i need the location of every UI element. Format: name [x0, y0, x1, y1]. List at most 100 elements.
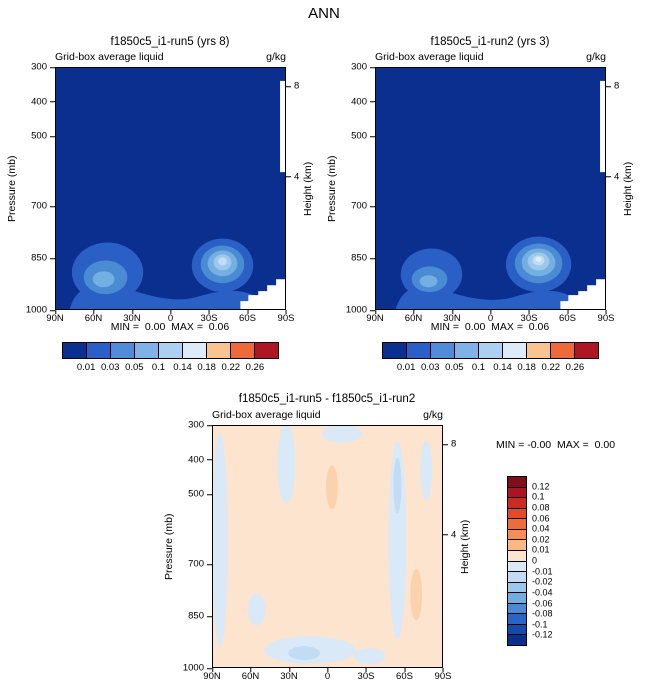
- axis-tick-label: 30S: [357, 668, 375, 682]
- axis-tick-label: 850: [31, 252, 55, 264]
- axis-tick-label: 90S: [434, 668, 452, 682]
- axis-tick-label: 30S: [520, 310, 538, 324]
- pressure-axis-label: Pressure (mb): [6, 155, 18, 222]
- negative-diff-patches: [213, 426, 433, 665]
- axis-tick-label: 1000: [182, 662, 213, 674]
- pressure-axis-label: Pressure (mb): [326, 155, 338, 222]
- latitude-axis-ticks-run5: 90N 60N 30N 0 30S 60S 90S: [46, 310, 294, 324]
- axis-tick-label: 30S: [200, 310, 218, 324]
- contour-plot-diff-svg: [213, 426, 442, 667]
- units-label: g/kg: [423, 409, 443, 421]
- panel-run2-title: f1850c5_i1-run2 (yrs 3): [430, 36, 550, 48]
- colorbar-run2-labels: 0.01 0.03 0.05 0.1 0.14 0.18 0.22 0.26: [382, 361, 599, 373]
- axis-tick-label: 0: [487, 310, 494, 324]
- axis-tick-label: 90N: [366, 310, 384, 324]
- colorbar-cell: [508, 540, 526, 551]
- axis-tick-label: 60N: [84, 310, 103, 324]
- axis-tick-label: 0: [167, 310, 174, 324]
- panel-run5-title: f1850c5_i1-run5 (yrs 8): [110, 36, 230, 48]
- axis-tick-label: 90N: [203, 668, 221, 682]
- axis-tick-label: 700: [351, 200, 375, 211]
- colorbar-tick-label: 0.1: [151, 362, 166, 373]
- colorbar-tick-label: -0.12: [532, 629, 553, 640]
- colorbar-tick-label: 0.03: [100, 362, 120, 373]
- colorbar-cell: [87, 343, 111, 358]
- colorbar-tick-label: 0.08: [532, 502, 550, 513]
- colorbar-cell: [508, 519, 526, 530]
- colorbar-cell: [508, 603, 526, 615]
- axis-tick-label: 700: [188, 558, 212, 569]
- colorbar-tick-label: -0.08: [532, 608, 553, 619]
- colorbar-cell: [508, 498, 526, 509]
- axis-tick-label: 90S: [277, 310, 295, 324]
- colorbar-cell: [503, 343, 527, 358]
- colorbar-tick-label: -0.06: [532, 598, 553, 608]
- units-label: g/kg: [586, 51, 606, 63]
- colorbar-tick-label: -0.1: [532, 619, 548, 630]
- colorbar-cell: [508, 477, 526, 488]
- colorbar-cell: [455, 343, 479, 358]
- colorbar-cell: [135, 343, 159, 358]
- colorbar-tick-label: 0.14: [493, 362, 512, 373]
- axis-tick-label: 90S: [597, 310, 615, 324]
- axis-tick-label: 300: [188, 419, 212, 431]
- axis-tick-label: 90N: [46, 310, 64, 324]
- colorbar-tick-label: 0.02: [532, 534, 550, 545]
- axis-tick-label: 8: [442, 438, 457, 450]
- colorbar-cell: [255, 343, 278, 358]
- colorbar-tick-label: 0.05: [125, 362, 144, 373]
- axis-tick-label: 4: [285, 170, 300, 182]
- colorbar-cell: [159, 343, 183, 358]
- axis-tick-label: 60N: [241, 668, 260, 682]
- colorbar-cell: [479, 343, 503, 358]
- colorbar-cell: [231, 343, 255, 358]
- colorbar-cell: [527, 343, 551, 358]
- colorbar-run5-labels: 0.01 0.03 0.05 0.1 0.14 0.18 0.22 0.26: [62, 361, 279, 373]
- colorbar-tick-label: -0.01: [532, 566, 553, 577]
- axis-tick-label: 8: [605, 80, 620, 92]
- axis-tick-label: 700: [31, 200, 55, 211]
- axis-tick-label: 60S: [396, 668, 413, 682]
- colorbar-cell: [407, 343, 431, 358]
- field-label: Grid-box average liquid: [212, 409, 321, 421]
- axis-tick-label: 30N: [123, 310, 141, 324]
- pressure-axis-ticks-run5: 300 400 500 700 850 1000: [20, 62, 56, 314]
- axis-tick-label: 60N: [404, 310, 423, 324]
- topography-mask: [560, 80, 605, 309]
- axis-tick-label: 1000: [25, 304, 56, 316]
- field-label: Grid-box average liquid: [55, 51, 164, 63]
- pressure-axis-ticks-diff: 300 400 500 700 850 1000: [177, 420, 213, 672]
- colorbar-tick-label: 0.26: [565, 362, 585, 373]
- colorbar-cell: [508, 561, 526, 573]
- height-axis-label: Height (km): [459, 519, 471, 574]
- colorbar-tick-label: 0.22: [221, 362, 241, 373]
- colorbar-tick-label: 0.12: [532, 481, 550, 492]
- colorbar-cell: [111, 343, 135, 358]
- colorbar-cell: [575, 343, 598, 358]
- colorbar-tick-label: 0.03: [420, 362, 440, 373]
- axis-tick-label: 4: [442, 528, 457, 540]
- colorbar-tick-label: 0.1: [471, 362, 486, 373]
- axis-tick-label: 30N: [280, 668, 298, 682]
- panel-run2-subtitle-row: Grid-box average liquid g/kg: [375, 51, 606, 63]
- contour-plot-run2-svg: [376, 68, 605, 309]
- colorbar-tick-label: -0.02: [532, 576, 553, 587]
- colorbar-run5: [62, 342, 279, 359]
- colorbar-tick-label: 0.22: [541, 362, 561, 373]
- contour-field: [69, 238, 259, 309]
- colorbar-cell: [508, 550, 526, 562]
- positive-diff-patches: [326, 465, 423, 621]
- axis-tick-label: 500: [188, 488, 212, 500]
- minmax-run5: MIN = 0.00 MAX = 0.06: [110, 321, 230, 333]
- colorbar-tick-label: 0.1: [532, 491, 545, 502]
- colorbar-tick-label: -0.04: [532, 587, 553, 598]
- pressure-axis-ticks-run2: 300 400 500 700 850 1000: [340, 62, 376, 314]
- colorbar-tick-label: 0.01: [76, 362, 96, 373]
- page-title: ANN: [308, 5, 340, 22]
- colorbar-tick-label: 0.01: [396, 362, 416, 373]
- colorbar-cell: [508, 582, 526, 594]
- axis-tick-label: 400: [31, 95, 55, 107]
